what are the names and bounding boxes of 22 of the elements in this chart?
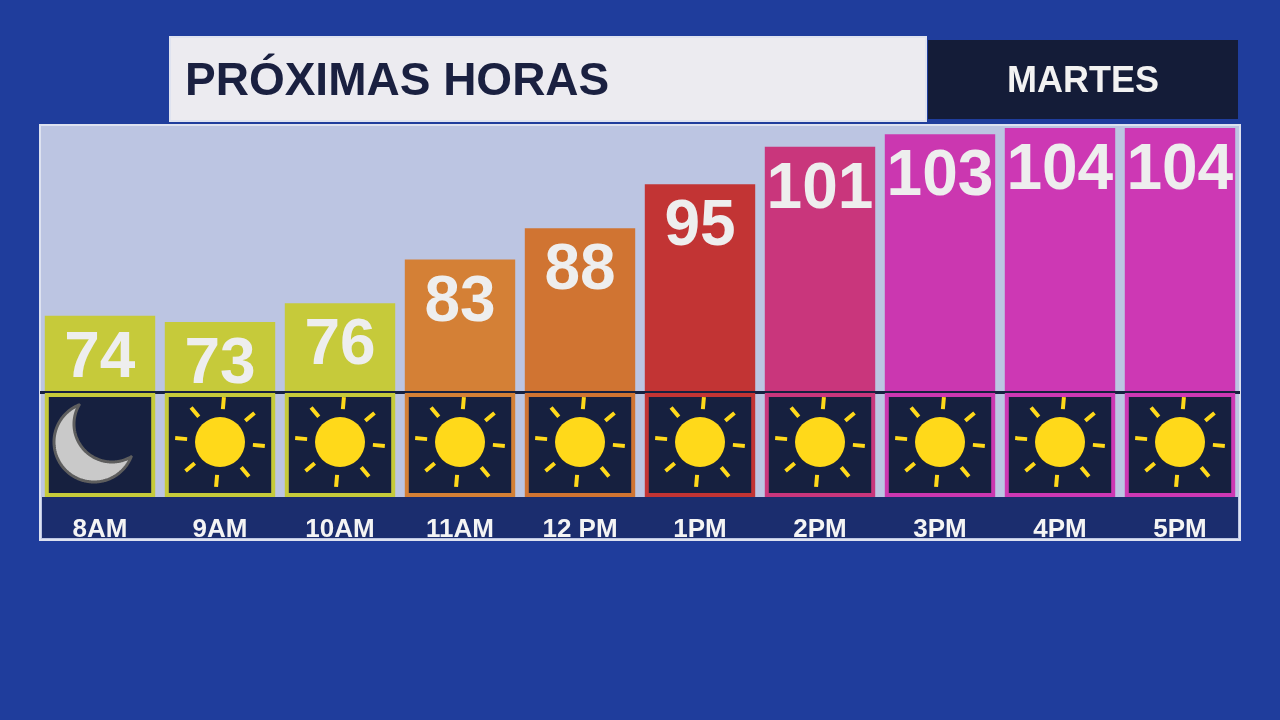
x-tick-label: 3PM — [913, 513, 967, 544]
data-label: 104 — [1006, 131, 1114, 203]
data-label: 104 — [1126, 131, 1234, 203]
data-label: 83 — [424, 262, 496, 335]
x-tick-label: 5PM — [1153, 513, 1207, 544]
x-tick-label: 4PM — [1033, 513, 1087, 544]
x-tick-label: 11AM — [426, 513, 494, 544]
x-tick-label: 12 PM — [542, 513, 618, 544]
x-tick-label: 10AM — [305, 513, 375, 544]
data-label: 73 — [184, 325, 256, 398]
x-tick-label: 8AM — [72, 513, 128, 544]
data-label: 103 — [886, 137, 994, 210]
chart-subtitle: MARTES — [1007, 59, 1159, 100]
data-label: 76 — [304, 306, 376, 379]
x-tick-label: 1PM — [673, 513, 727, 544]
data-label: 95 — [664, 187, 736, 260]
data-label: 101 — [766, 149, 874, 222]
chart-title: PRÓXIMAS HORAS — [185, 53, 610, 106]
x-tick-label: 9AM — [192, 513, 248, 544]
data-label: 88 — [544, 231, 616, 304]
data-label: 74 — [64, 318, 136, 391]
x-tick-label: 2PM — [793, 513, 847, 544]
